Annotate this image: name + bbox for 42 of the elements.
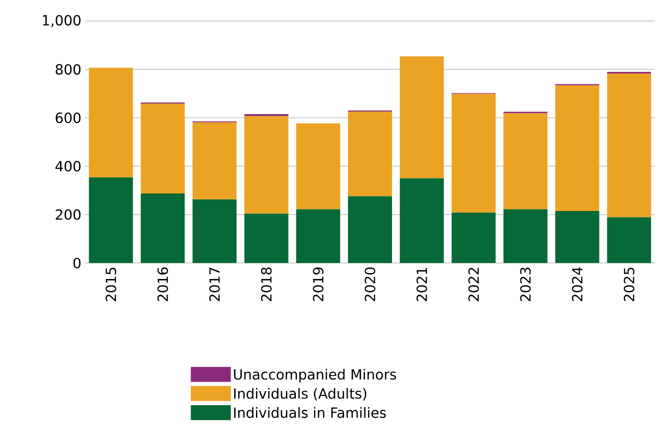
bar	[88, 177, 133, 263]
bar	[192, 199, 237, 263]
bar	[348, 112, 392, 196]
x-tick-label: 2020	[364, 267, 376, 302]
x-tick-label: 2024	[572, 267, 583, 302]
y-tick-label: 200	[56, 209, 81, 220]
y-tick-label: 800	[56, 64, 81, 75]
bar	[452, 212, 496, 263]
x-tick-label: 2016	[157, 267, 168, 302]
x-tick-label: 2018	[261, 267, 272, 302]
x-tick-label: 2021	[416, 268, 428, 302]
legend-label: Individuals in Families	[234, 407, 386, 418]
bar	[88, 68, 133, 178]
bar	[296, 209, 340, 263]
y-tick-label: 0	[73, 258, 81, 268]
bar	[192, 122, 237, 200]
bar	[140, 104, 185, 194]
legend-label: Unaccompanied Minors	[234, 368, 396, 382]
bar	[503, 113, 548, 210]
bar	[140, 194, 185, 263]
y-tick-label: 600	[56, 112, 81, 124]
bar	[244, 116, 288, 214]
x-tick-label: 2022	[468, 268, 479, 302]
y-tick-label: 400	[55, 160, 81, 172]
bar	[400, 178, 444, 263]
x-tick-label: 2015	[106, 268, 116, 302]
bar	[452, 94, 496, 213]
x-tick-label: 2025	[624, 268, 634, 302]
bar	[607, 74, 652, 218]
bar	[400, 56, 444, 178]
x-tick-label: 2017	[209, 268, 220, 302]
legend-label: Individuals (Adults)	[234, 388, 366, 400]
x-tick-label: 2023	[520, 268, 531, 302]
bar	[555, 85, 600, 211]
bar	[555, 210, 600, 263]
bar	[607, 217, 652, 263]
bar	[348, 196, 392, 263]
y-tick-label: 1,000	[42, 14, 81, 28]
x-tick-label: 2019	[312, 268, 324, 302]
bar	[503, 209, 548, 263]
bar	[296, 123, 340, 210]
bar	[244, 214, 288, 263]
